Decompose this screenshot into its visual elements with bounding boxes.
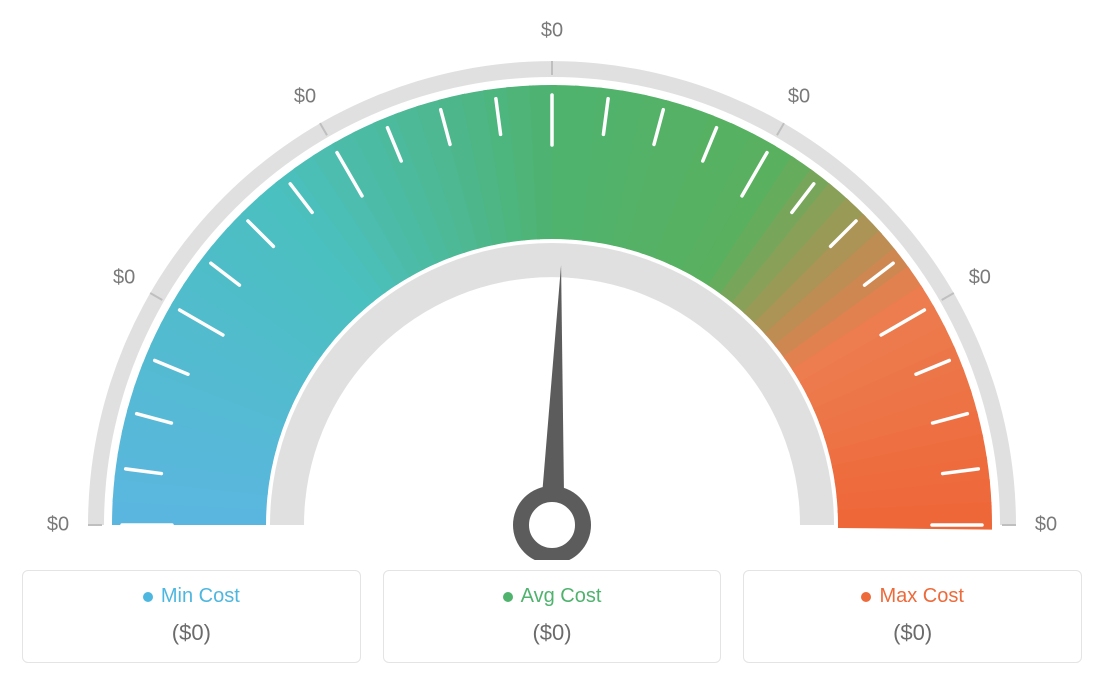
- legend-value-min: ($0): [172, 620, 211, 646]
- legend-label-max: Max Cost: [879, 585, 963, 608]
- gauge-tick-label: $0: [541, 20, 563, 43]
- legend-title-avg: Avg Cost: [503, 585, 602, 608]
- legend-card-min: Min Cost ($0): [22, 570, 361, 663]
- legend-title-min: Min Cost: [143, 585, 240, 608]
- gauge-tick-label: $0: [969, 267, 991, 290]
- gauge-area: $0 $0 $0 $0 $0 $0 $0: [0, 0, 1104, 560]
- legend-dot-min: [143, 592, 153, 602]
- legend-value-avg: ($0): [532, 620, 571, 646]
- gauge-tick-label: $0: [1035, 514, 1057, 537]
- legend-dot-avg: [503, 592, 513, 602]
- legend-card-max: Max Cost ($0): [743, 570, 1082, 663]
- legend-label-avg: Avg Cost: [521, 585, 602, 608]
- gauge-chart-container: $0 $0 $0 $0 $0 $0 $0 Min Cost ($0) Avg Cost ($…: [0, 0, 1104, 690]
- gauge-svg: [0, 0, 1104, 560]
- legend-row: Min Cost ($0) Avg Cost ($0) Max Cost ($0…: [22, 570, 1082, 663]
- legend-label-min: Min Cost: [161, 585, 240, 608]
- gauge-tick-label: $0: [47, 514, 69, 537]
- legend-title-max: Max Cost: [861, 585, 963, 608]
- legend-card-avg: Avg Cost ($0): [383, 570, 722, 663]
- gauge-tick-label: $0: [113, 267, 135, 290]
- gauge-tick-label: $0: [788, 86, 810, 109]
- legend-dot-max: [861, 592, 871, 602]
- legend-value-max: ($0): [893, 620, 932, 646]
- gauge-tick-label: $0: [294, 86, 316, 109]
